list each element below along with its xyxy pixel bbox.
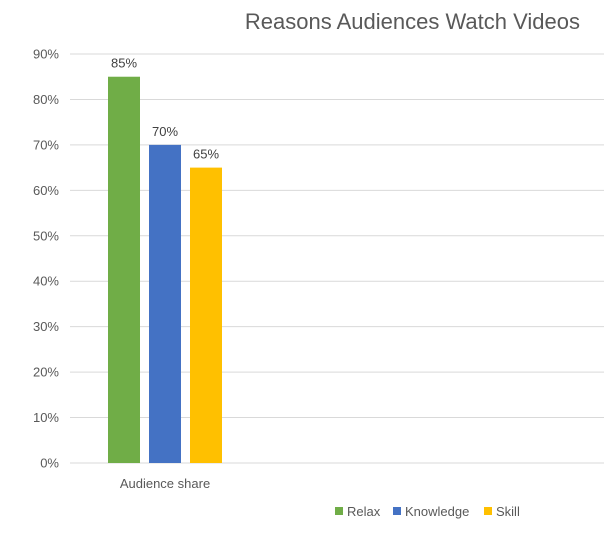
bar-knowledge <box>149 144 181 463</box>
y-tick-label: 30% <box>33 319 59 334</box>
bar-skill <box>190 167 222 463</box>
data-label-knowledge: 70% <box>152 124 178 139</box>
legend-label-relax: Relax <box>347 504 381 519</box>
x-axis: Audience share <box>120 476 210 491</box>
y-tick-label: 80% <box>33 92 59 107</box>
y-tick-label: 40% <box>33 274 59 289</box>
legend-label-skill: Skill <box>496 504 520 519</box>
y-tick-label: 70% <box>33 137 59 152</box>
y-tick-label: 10% <box>33 410 59 425</box>
legend-swatch-knowledge <box>393 507 401 515</box>
legend-label-knowledge: Knowledge <box>405 504 469 519</box>
category-label: Audience share <box>120 476 210 491</box>
y-tick-label: 90% <box>33 47 59 62</box>
bars <box>108 76 222 463</box>
bar-relax <box>108 76 140 463</box>
y-tick-label: 20% <box>33 365 59 380</box>
data-labels: 85% 70% 65% <box>111 56 219 162</box>
y-axis: 0% 10% 20% 30% 40% 50% 60% 70% 80% 90% <box>33 47 59 471</box>
legend-swatch-relax <box>335 507 343 515</box>
legend-swatch-skill <box>484 507 492 515</box>
y-tick-label: 50% <box>33 228 59 243</box>
data-label-skill: 65% <box>193 147 219 162</box>
data-label-relax: 85% <box>111 56 137 71</box>
legend: Relax Knowledge Skill <box>335 504 520 519</box>
chart-title: Reasons Audiences Watch Videos <box>244 9 580 34</box>
y-tick-label: 60% <box>33 183 59 198</box>
y-tick-label: 0% <box>40 456 59 471</box>
